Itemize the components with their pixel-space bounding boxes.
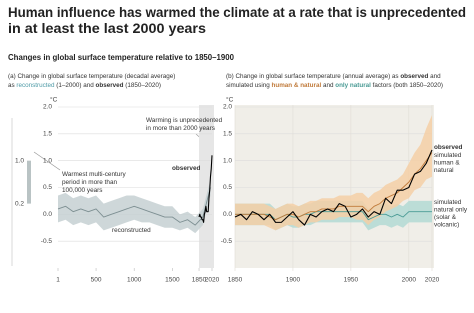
series-line: [234, 149, 433, 226]
title-line: Human influence has warmed the climate a…: [8, 4, 466, 20]
label-line: simulated: [434, 199, 463, 206]
y-tick-label: 2.0: [43, 104, 52, 111]
header-segment: (1–2000) and: [55, 82, 96, 89]
header-segment: simulated using: [226, 82, 272, 89]
series-label: observed: [434, 144, 463, 151]
panel-header: (a) Change in global surface temperature…: [8, 73, 175, 80]
y-unit: °C: [50, 96, 58, 104]
series-line: [57, 187, 211, 226]
series-label: simulated human & natural: [434, 152, 463, 174]
x-tick-label: 1900: [286, 277, 301, 284]
header-segment: observed: [400, 73, 428, 80]
header-segment: (b) Change in global surface temperature…: [226, 73, 400, 80]
y-tick-label: 0.0: [223, 211, 232, 218]
label-line: natural: [434, 167, 454, 174]
label-line: simulated: [434, 152, 463, 159]
x-tick-label: 1500: [165, 277, 180, 284]
x-tick-label: 2020: [425, 277, 440, 284]
header-segment: factors (both 1850–2020): [371, 82, 443, 89]
header-segment: observed: [96, 82, 124, 89]
x-tick-label: 500: [91, 277, 102, 284]
x-tick-label: 1850: [192, 277, 207, 284]
panel-header: simulated using human & natural and only…: [226, 82, 443, 89]
leader-line: [33, 151, 61, 171]
panel-header: (b) Change in global surface temperature…: [226, 73, 441, 80]
annotation: 100,000 years: [62, 187, 103, 194]
label-line: volcanic): [434, 222, 459, 229]
annotation: period in more than: [62, 179, 118, 186]
y-tick-label: -0.5: [221, 238, 233, 245]
y-tick-label: 1.0: [43, 157, 52, 164]
series-line: [198, 155, 213, 223]
y-tick-label: 1.0: [223, 157, 232, 164]
header-segment: and: [428, 73, 441, 80]
x-tick-label: 2020: [205, 277, 220, 284]
label-line: (solar &: [434, 214, 458, 221]
header-segment: as: [8, 82, 16, 89]
header-segment: reconstructed: [16, 82, 55, 89]
range-bar: [27, 160, 31, 204]
annotation: Warmest multi-century: [62, 171, 126, 178]
header-segment: human & natural: [272, 82, 322, 89]
y-tick-label: 0.5: [43, 184, 52, 191]
panel-header: as reconstructed (1–2000) and observed (…: [8, 82, 161, 89]
y-tick-label: 2.0: [223, 104, 232, 111]
range-label: 1.0: [15, 157, 24, 164]
label-line: natural only: [434, 207, 469, 214]
y-tick-label: -0.5: [41, 238, 53, 245]
annotation: Warming is unprecedented: [146, 117, 223, 124]
y-unit: °C: [226, 96, 234, 104]
header-segment: (a) Change in global surface temperature…: [8, 73, 175, 80]
highlight-region: [199, 105, 214, 268]
x-tick-label: 2000: [402, 277, 417, 284]
y-tick-label: 1.5: [43, 131, 52, 138]
y-tick-label: 1.5: [223, 131, 232, 138]
uncertainty-band: [235, 115, 432, 231]
x-tick-label: 1000: [127, 277, 142, 284]
x-tick-label: 1: [56, 277, 60, 284]
x-tick-label: 1950: [344, 277, 359, 284]
range-label: 0.2: [15, 200, 24, 207]
title-line: in at least the last 2000 years: [8, 20, 206, 36]
series-label: reconstructed: [112, 227, 151, 234]
series-label: observed: [172, 165, 201, 172]
label-line: human &: [434, 160, 461, 167]
subtitle: Changes in global surface temperature re…: [8, 52, 234, 62]
header-segment: only natural: [335, 82, 371, 89]
y-tick-label: 0.0: [43, 211, 52, 218]
header-segment: (1850–2020): [124, 82, 161, 89]
annotation: in more than 2000 years: [146, 125, 215, 132]
y-tick-label: 0.5: [223, 184, 232, 191]
series-label: simulated natural only (solar & volcanic…: [434, 199, 469, 229]
header-segment: and: [321, 82, 335, 89]
x-tick-label: 1850: [228, 277, 243, 284]
